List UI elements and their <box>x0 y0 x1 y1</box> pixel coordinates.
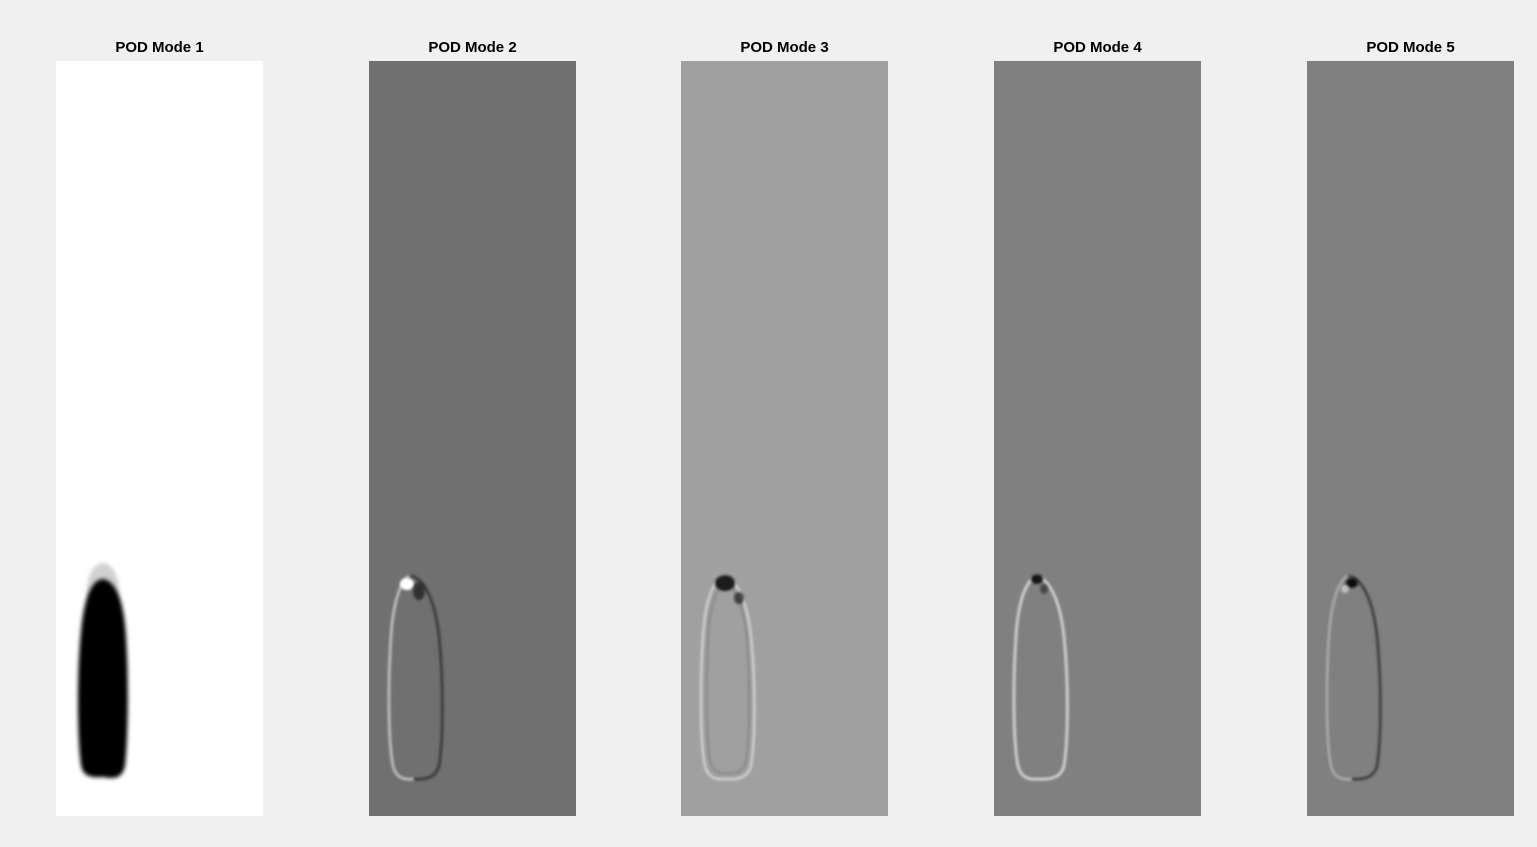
pod-mode-5-outline-left <box>1325 575 1353 781</box>
pod-mode-5-image <box>1307 61 1514 816</box>
pod-mode-2-background <box>369 61 576 816</box>
pod-mode-2-tip-shadow <box>413 582 425 600</box>
pod-mode-2-tip-highlight <box>400 578 414 590</box>
pod-mode-2-title: POD Mode 2 <box>428 39 517 56</box>
pod-mode-2-panel: POD Mode 2 <box>369 36 576 816</box>
pod-mode-1-image <box>56 61 263 816</box>
pod-mode-1-panel: POD Mode 1 <box>56 36 263 816</box>
pod-mode-3-outline-inner <box>705 582 750 774</box>
pod-mode-4-image <box>994 61 1201 816</box>
pod-mode-3-image <box>681 61 888 816</box>
pod-mode-4-outline <box>1012 574 1069 781</box>
pod-mode-5-tip-light <box>1341 585 1349 593</box>
pod-mode-4-title: POD Mode 4 <box>1053 39 1142 56</box>
pod-mode-2-outline-right <box>410 574 444 781</box>
pod-mode-5-tip-dark <box>1346 578 1358 588</box>
pod-mode-4-tip-dark-2 <box>1040 584 1048 594</box>
pod-mode-3-tip-dark-2 <box>734 592 744 604</box>
pod-mode-4-panel: POD Mode 4 <box>994 36 1201 816</box>
pod-mode-4-background <box>994 61 1201 816</box>
pod-mode-3-title: POD Mode 3 <box>740 39 829 56</box>
pod-mode-3-tip-dark <box>715 575 735 591</box>
pod-mode-5-panel: POD Mode 5 <box>1307 36 1514 816</box>
pod-mode-1-title: POD Mode 1 <box>115 39 204 56</box>
pod-mode-5-outline-right <box>1348 574 1382 781</box>
pod-mode-2-image <box>369 61 576 816</box>
pod-mode-4-tip-dark <box>1031 574 1043 584</box>
pod-mode-1-bubble-core <box>82 589 124 774</box>
pod-mode-3-background <box>681 61 888 816</box>
pod-mode-5-background <box>1307 61 1514 816</box>
pod-mode-3-outline <box>699 574 756 781</box>
pod-mode-2-outline-left <box>387 574 415 781</box>
pod-mode-3-panel: POD Mode 3 <box>681 36 888 816</box>
pod-mode-5-title: POD Mode 5 <box>1366 39 1455 56</box>
